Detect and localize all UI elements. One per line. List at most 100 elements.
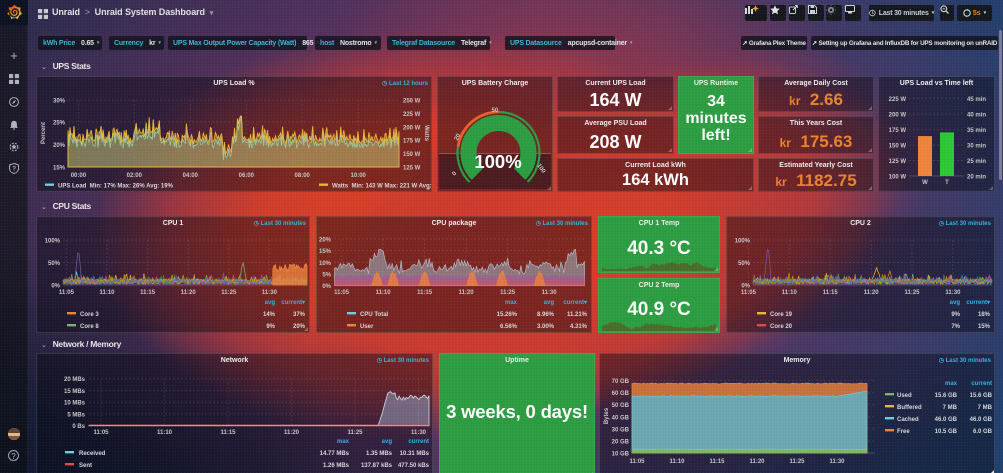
svg-text:avg: avg — [544, 300, 555, 306]
svg-text:0%: 0% — [51, 284, 60, 290]
svg-text:avg: avg — [265, 300, 276, 306]
svg-text:100: 100 — [535, 163, 546, 175]
svg-text:20%: 20% — [319, 238, 332, 244]
svg-text:4.31%: 4.31% — [570, 324, 588, 330]
svg-text:8.96%: 8.96% — [537, 312, 555, 318]
svg-text:30%: 30% — [53, 99, 66, 105]
svg-text:10:00: 10:00 — [351, 173, 367, 179]
svg-text:11.21%: 11.21% — [567, 312, 588, 318]
svg-text:Bytes: Bytes — [604, 407, 610, 424]
svg-text:10 MBs: 10 MBs — [64, 401, 86, 407]
svg-text:30 min: 30 min — [967, 144, 986, 150]
svg-text:11:20: 11:20 — [284, 430, 300, 436]
svg-text:20 GB: 20 GB — [612, 439, 630, 445]
svg-text:1.35 MBs: 1.35 MBs — [366, 451, 393, 457]
svg-text:11:25: 11:25 — [904, 290, 920, 296]
svg-text:25 min: 25 min — [967, 159, 986, 165]
svg-text:Core 8: Core 8 — [80, 324, 99, 330]
svg-text:Received: Received — [79, 451, 106, 457]
svg-text:11:15: 11:15 — [823, 290, 839, 296]
svg-text:current▾: current▾ — [966, 300, 991, 306]
svg-text:W: W — [922, 180, 928, 186]
svg-text:current: current — [971, 381, 992, 387]
svg-text:0 Bs: 0 Bs — [72, 424, 85, 430]
svg-text:225 W: 225 W — [889, 97, 907, 103]
svg-text:?: ? — [12, 165, 16, 172]
svg-text:50 GB: 50 GB — [612, 403, 630, 409]
svg-text:11:15: 11:15 — [417, 290, 433, 296]
svg-text:20%: 20% — [293, 324, 306, 330]
svg-text:45 min: 45 min — [967, 97, 986, 103]
svg-text:11:25: 11:25 — [789, 459, 805, 465]
svg-text:137.87 kBs: 137.87 kBs — [361, 463, 393, 469]
svg-text:50%: 50% — [738, 261, 751, 267]
svg-text:Core 19: Core 19 — [770, 312, 793, 318]
svg-text:UPS Load Min: 17% Max: 26% Av: UPS Load Min: 17% Max: 26% Avg: 19% — [58, 184, 174, 190]
svg-text:225 W: 225 W — [403, 112, 421, 118]
svg-text:10.5 GB: 10.5 GB — [935, 429, 958, 435]
svg-text:7%: 7% — [951, 324, 960, 330]
svg-text:06:00: 06:00 — [239, 173, 255, 179]
svg-text:avg: avg — [950, 300, 961, 306]
svg-text:1.26 MBs: 1.26 MBs — [323, 463, 350, 469]
svg-text:11:30: 11:30 — [945, 290, 961, 296]
svg-text:11:25: 11:25 — [347, 430, 363, 436]
svg-text:15 MBs: 15 MBs — [64, 389, 86, 395]
svg-text:200 W: 200 W — [889, 113, 907, 119]
svg-text:15%: 15% — [978, 324, 991, 330]
svg-text:11:10: 11:10 — [157, 430, 173, 436]
svg-text:5%: 5% — [322, 272, 331, 278]
svg-text:11:05: 11:05 — [741, 290, 757, 296]
svg-text:46.0 GB: 46.0 GB — [970, 417, 993, 423]
svg-text:20 min: 20 min — [967, 175, 986, 181]
svg-text:9%: 9% — [266, 324, 275, 330]
svg-text:250 W: 250 W — [403, 99, 421, 105]
svg-text:37%: 37% — [293, 312, 306, 318]
svg-text:18%: 18% — [978, 312, 991, 318]
svg-text:15.26%: 15.26% — [497, 312, 518, 318]
svg-text:20: 20 — [454, 132, 463, 141]
svg-text:100 W: 100 W — [889, 175, 907, 181]
svg-text:20 MBs: 20 MBs — [64, 377, 86, 383]
svg-text:14.77 MBs: 14.77 MBs — [320, 451, 350, 457]
svg-text:max: max — [945, 381, 958, 387]
svg-text:current: current — [408, 439, 429, 445]
svg-text:11:15: 11:15 — [140, 290, 156, 296]
svg-text:11:30: 11:30 — [262, 290, 278, 296]
svg-text:Core 3: Core 3 — [80, 312, 99, 318]
svg-text:Core 20: Core 20 — [770, 324, 793, 330]
svg-text:100%: 100% — [474, 151, 521, 172]
svg-text:50%: 50% — [48, 261, 61, 267]
svg-text:40 min: 40 min — [967, 113, 986, 119]
svg-text:User: User — [360, 324, 374, 330]
svg-text:04:00: 04:00 — [183, 173, 199, 179]
svg-text:477.50 kBs: 477.50 kBs — [398, 463, 430, 469]
svg-text:70 GB: 70 GB — [612, 379, 630, 385]
svg-text:11:10: 11:10 — [782, 290, 798, 296]
svg-text:avg: avg — [382, 439, 393, 445]
svg-text:02:00: 02:00 — [127, 173, 143, 179]
svg-text:00:00: 00:00 — [71, 173, 87, 179]
svg-text:20%: 20% — [53, 143, 66, 149]
svg-text:150 W: 150 W — [889, 144, 907, 150]
svg-text:100%: 100% — [45, 239, 61, 245]
svg-text:11:25: 11:25 — [500, 290, 516, 296]
svg-text:30 GB: 30 GB — [612, 427, 630, 433]
svg-text:175 W: 175 W — [889, 128, 907, 134]
svg-text:11:20: 11:20 — [181, 290, 197, 296]
svg-text:11:15: 11:15 — [709, 459, 725, 465]
svg-text:6.0 GB: 6.0 GB — [973, 429, 993, 435]
svg-text:Watts Min: 143 W Max: 221 W A: Watts Min: 143 W Max: 221 W Avg: 167 W — [332, 184, 431, 190]
svg-text:11:20: 11:20 — [459, 290, 475, 296]
svg-text:125 W: 125 W — [889, 159, 907, 165]
svg-text:14%: 14% — [263, 312, 276, 318]
svg-text:max: max — [505, 300, 518, 306]
svg-text:175 W: 175 W — [403, 139, 421, 145]
svg-text:11:05: 11:05 — [334, 290, 350, 296]
svg-text:10 GB: 10 GB — [612, 452, 630, 458]
svg-text:3.00%: 3.00% — [537, 324, 555, 330]
svg-text:60 GB: 60 GB — [612, 391, 630, 397]
svg-text:Free: Free — [897, 429, 910, 435]
svg-text:7 MB: 7 MB — [978, 405, 993, 411]
svg-text:CPU Total: CPU Total — [360, 312, 389, 318]
